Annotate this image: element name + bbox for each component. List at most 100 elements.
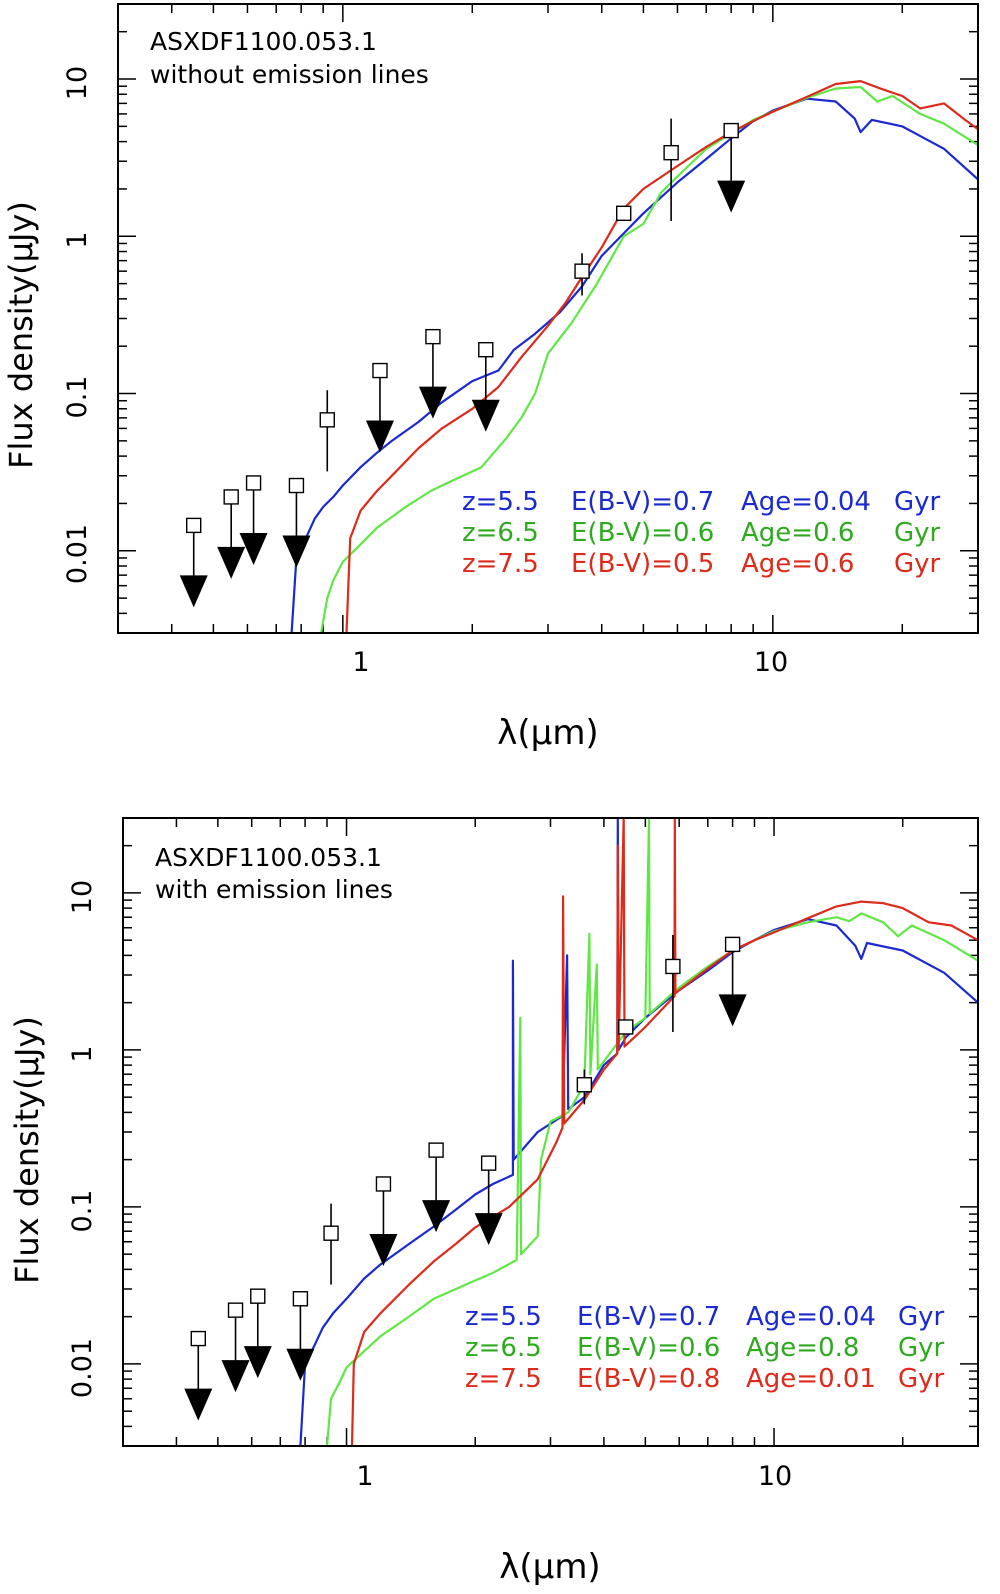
bottom-axis-ticks [122,817,979,1447]
bottom-title-line-2: with emission lines [155,875,393,904]
top-ytick-label-0.01: 0.01 [62,524,93,584]
top-title-line-1: ASXDF1100.053.1 [150,27,377,56]
bottom-data-point [724,936,741,953]
bottom-data-point [190,1330,206,1347]
top-observations [179,118,746,608]
top-upper-limit-arrow [365,420,394,453]
top-legend-age-2: Age=0.6 [741,549,854,579]
bottom-upper-limit-arrow [286,1348,315,1381]
top-data-point [288,477,305,494]
bottom-series-line-0 [299,818,978,1446]
top-x-tick-labels: 1 10 [352,647,788,678]
bottom-legend-unit-0: Gyr [898,1302,945,1332]
top-ytick-label-1: 1 [62,231,93,248]
bottom-series-line-2 [350,818,978,1446]
top-legend-ebv-2: E(B-V)=0.5 [571,549,714,579]
top-legend: z=5.5 E(B-V)=0.7 Age=0.04 Gyr z=6.5 E(B-… [462,487,941,579]
bottom-ytick-label-0.1: 0.1 [67,1190,98,1233]
bottom-ytick-label-10: 10 [67,880,98,914]
bottom-legend-age-1: Age=0.8 [746,1333,859,1363]
top-legend-z-2: z=7.5 [462,549,539,579]
top-data-point [616,205,632,221]
top-data-point [478,341,494,358]
bottom-data-point [428,1142,444,1158]
top-legend-age-0: Age=0.04 [741,487,871,517]
top-series-line-1 [320,85,978,633]
top-data-point [245,475,262,491]
top-legend-z-0: z=5.5 [462,487,539,517]
top-data-point [663,145,679,161]
bottom-x-tick-labels: 1 10 [356,1461,792,1492]
top-ytick-label-0.1: 0.1 [62,376,93,419]
bottom-upper-limit-arrow [369,1233,398,1266]
top-plot-frame [117,3,979,634]
bottom-legend-z-2: z=7.5 [465,1364,542,1394]
top-legend-ebv-1: E(B-V)=0.6 [571,518,714,548]
bottom-data-point [480,1155,497,1171]
top-x-axis-label: λ(μm) [497,713,598,753]
bottom-data-point [250,1288,266,1304]
top-xtick-label-10: 10 [754,647,788,678]
top-ytick-label-10: 10 [62,66,93,100]
top-upper-limit-arrow [239,532,268,565]
bottom-data-point [576,1077,593,1093]
top-data-point [223,489,239,505]
bottom-data-point [323,1225,339,1241]
top-data-point [425,328,441,345]
bottom-x-axis-label: λ(μm) [499,1547,600,1587]
bottom-legend-ebv-2: E(B-V)=0.8 [577,1364,720,1394]
bottom-data-point [618,1019,634,1035]
bottom-data-point [375,1176,392,1192]
bottom-upper-limit-arrow [243,1346,272,1379]
top-upper-limit-arrow [418,386,447,419]
bottom-series-line-1 [325,818,978,1446]
top-y-axis-label: Flux density(μJy) [2,201,40,469]
bottom-legend-age-2: Age=0.01 [746,1364,876,1394]
bottom-upper-limit-arrow [718,994,747,1027]
top-legend-z-1: z=6.5 [462,518,539,548]
bottom-y-axis-label: Flux density(μJy) [8,1016,46,1284]
top-upper-limit-arrow [282,535,311,568]
bottom-legend-z-0: z=5.5 [465,1302,542,1332]
bottom-panel: ASXDF1100.053.1 with emission lines 0.01… [8,817,979,1587]
bottom-xtick-label-10: 10 [758,1461,792,1492]
top-data-point [574,263,590,279]
bottom-upper-limit-arrow [184,1388,213,1421]
top-data-point [319,412,335,428]
bottom-plot-frame [122,817,979,1447]
top-legend-age-1: Age=0.6 [741,518,854,548]
top-y-tick-labels: 0.01 0.1 1 10 [62,66,93,584]
bottom-legend-age-0: Age=0.04 [746,1302,876,1332]
top-data-point [372,362,388,379]
top-panel: ASXDF1100.053.1 without emission lines 0… [2,3,979,753]
top-legend-unit-0: Gyr [894,487,941,517]
bottom-legend-ebv-0: E(B-V)=0.7 [577,1302,720,1332]
top-series-line-0 [290,97,978,633]
bottom-upper-limit-arrow [474,1213,503,1246]
bottom-legend-ebv-1: E(B-V)=0.6 [577,1333,720,1363]
top-data-point [186,517,202,534]
top-model-curves [290,79,978,633]
top-upper-limit-arrow [717,180,746,213]
bottom-ytick-label-0.01: 0.01 [67,1338,98,1398]
top-upper-limit-arrow [471,399,500,432]
bottom-legend-unit-2: Gyr [898,1364,945,1394]
bottom-legend-z-1: z=6.5 [465,1333,542,1363]
bottom-y-tick-labels: 0.01 0.1 1 10 [67,880,98,1398]
bottom-data-point [227,1302,244,1318]
bottom-legend: z=5.5 E(B-V)=0.7 Age=0.04 Gyr z=6.5 E(B-… [465,1302,945,1394]
bottom-xtick-label-1: 1 [356,1461,373,1492]
top-legend-unit-2: Gyr [894,549,941,579]
bottom-data-point [665,958,681,975]
top-xtick-label-1: 1 [352,647,369,678]
top-legend-unit-1: Gyr [894,518,941,548]
top-upper-limit-arrow [217,546,246,579]
top-upper-limit-arrow [179,575,208,608]
bottom-model-curves [299,818,978,1446]
bottom-data-point [292,1291,309,1307]
bottom-upper-limit-arrow [221,1360,250,1393]
top-series-line-2 [345,79,978,633]
top-data-point [723,122,739,139]
bottom-legend-unit-1: Gyr [898,1333,945,1363]
